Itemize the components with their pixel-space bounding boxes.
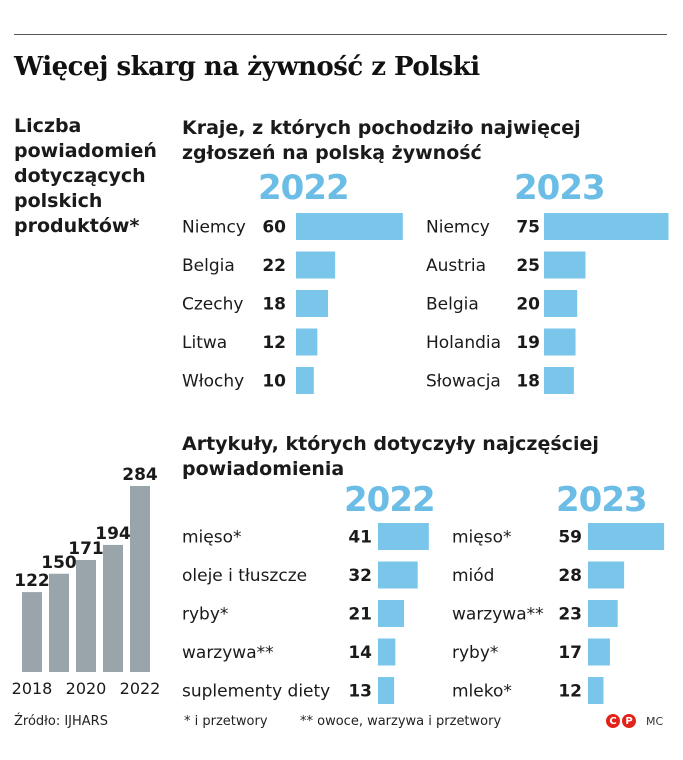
articles-2023-bar-chart: mięso* 59 miód 28 warzywa** 23 ryby* 17 mleko* 12 [452, 523, 665, 704]
articles-year-2023: 2023 [556, 480, 648, 520]
bar [588, 638, 610, 666]
countries-section-title: Kraje, z których pochodziło najwięcej zg… [182, 117, 581, 164]
countries-year-2022: 2022 [258, 168, 350, 208]
value-label: 13 [348, 682, 372, 702]
footnote-2: ** owoce, warzywa i przetwory [300, 714, 502, 729]
bar [130, 485, 150, 672]
category-label: mleko* [452, 682, 512, 702]
category-label: ryby* [182, 605, 228, 625]
value-label: 14 [348, 643, 372, 663]
articles-section-title: Artykuły, których dotyczyły najczęściej … [182, 433, 599, 480]
x-tick-label: 2018 [12, 679, 53, 698]
bar [76, 559, 96, 672]
bar [296, 213, 403, 240]
value-label: 12 [262, 333, 286, 353]
category-label: warzywa** [182, 643, 274, 663]
bar [296, 328, 318, 356]
category-label: suplementy diety [182, 682, 330, 702]
category-label: ryby* [452, 643, 498, 663]
category-label: Belgia [426, 295, 479, 315]
category-label: miód [452, 566, 494, 586]
logo-letter-c: C [606, 714, 620, 728]
category-label: Holandia [426, 333, 501, 353]
x-tick-label: 2020 [66, 679, 107, 698]
category-label: Litwa [182, 333, 227, 353]
page-title: Więcej skarg na żywność z Polski [14, 52, 480, 82]
value-label: 21 [348, 605, 372, 625]
bar [378, 523, 429, 550]
category-label: Włochy [182, 372, 244, 392]
bar [544, 213, 669, 240]
data-label: 194 [95, 524, 131, 544]
bar [378, 677, 395, 704]
countries-2022-bar-chart: Niemcy 60 Belgia 22 Czechy 18 Litwa 12 Włochy 10 [182, 213, 403, 394]
source-note: Źródło: IJHARS [14, 714, 108, 729]
value-label: 12 [558, 682, 582, 702]
data-label: 122 [14, 571, 50, 591]
value-label: 28 [558, 566, 582, 586]
value-label: 19 [516, 333, 540, 353]
value-label: 59 [558, 528, 582, 548]
data-label: 150 [41, 553, 77, 573]
left-chart-title: Liczba powiadomień dotyczących polskich … [14, 115, 157, 237]
articles-2022-bar-chart: mięso* 41 oleje i tłuszcze 32 ryby* 21 warzywa… [182, 523, 429, 704]
bar [103, 544, 123, 672]
bar [49, 573, 69, 672]
value-label: 41 [348, 528, 372, 548]
bar [378, 638, 396, 666]
value-label: 60 [262, 218, 286, 238]
bar [378, 561, 418, 589]
category-label: Czechy [182, 295, 243, 315]
bar [588, 523, 665, 550]
bar [22, 592, 42, 672]
value-label: 22 [262, 256, 286, 276]
bar [296, 290, 329, 317]
logo-letter-p: P [622, 714, 636, 728]
data-label: 284 [122, 465, 158, 485]
footnote-1: * i przetwory [184, 714, 268, 729]
value-label: 18 [516, 372, 540, 392]
top-rule [14, 34, 667, 35]
author-credit: MC [646, 714, 664, 728]
bar [378, 600, 405, 627]
category-label: oleje i tłuszcze [182, 566, 307, 586]
value-label: 18 [262, 295, 286, 315]
category-label: Słowacja [426, 372, 501, 392]
value-label: 20 [516, 295, 540, 315]
category-label: mięso* [182, 528, 242, 548]
value-label: 32 [348, 566, 372, 586]
articles-year-2022: 2022 [344, 480, 436, 520]
bar [588, 561, 625, 589]
value-label: 75 [516, 218, 540, 238]
data-label: 171 [68, 539, 104, 559]
value-label: 23 [558, 605, 582, 625]
value-label: 25 [516, 256, 540, 276]
bar [296, 251, 336, 279]
value-label: 10 [262, 372, 286, 392]
x-tick-label: 2022 [120, 679, 161, 698]
bar [588, 600, 618, 627]
category-label: warzywa** [452, 605, 544, 625]
category-label: Belgia [182, 256, 235, 276]
countries-year-2023: 2023 [514, 168, 606, 208]
bar [544, 251, 586, 279]
value-label: 17 [558, 643, 582, 663]
bar [544, 328, 576, 356]
countries-2023-bar-chart: Niemcy 75 Austria 25 Belgia 20 Holandia 19 Słowa… [426, 213, 669, 394]
category-label: Austria [426, 256, 486, 276]
category-label: Niemcy [182, 218, 246, 238]
bar [588, 677, 604, 704]
bar [544, 290, 578, 317]
bar [296, 367, 314, 394]
publisher-logo: C P MC [606, 714, 663, 728]
bar [544, 367, 574, 394]
category-label: mięso* [452, 528, 512, 548]
category-label: Niemcy [426, 218, 490, 238]
